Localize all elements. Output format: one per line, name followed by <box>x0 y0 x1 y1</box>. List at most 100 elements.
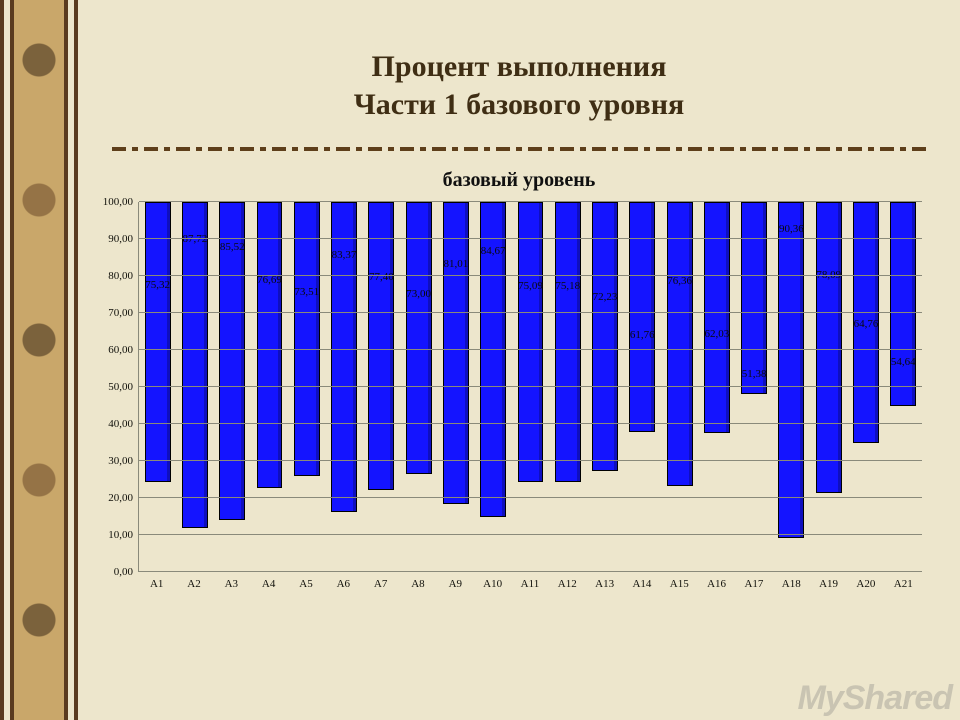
chart-bar-cell: 76,36 <box>661 202 698 572</box>
chart-x-tick-label: А3 <box>213 578 250 590</box>
chart-y-tick-label: 30,00 <box>108 455 133 467</box>
title-divider <box>112 147 926 151</box>
chart-y-tick-label: 50,00 <box>108 381 133 393</box>
chart-bar-value-label: 62,03 <box>704 328 729 340</box>
chart-bar <box>406 202 432 474</box>
chart-bar-value-label: 75,09 <box>518 280 543 292</box>
chart-y-tick-label: 40,00 <box>108 418 133 430</box>
chart-y-tick-label: 90,00 <box>108 233 133 245</box>
chart-bar-value-label: 90,36 <box>779 223 804 235</box>
chart-y-tick-label: 100,00 <box>103 196 133 208</box>
chart-bar <box>182 202 208 529</box>
chart-bar-value-label: 72,23 <box>593 291 618 303</box>
chart-bar-value-label: 73,51 <box>294 286 319 298</box>
chart-bar <box>257 202 283 488</box>
chart-bar <box>629 202 655 433</box>
chart-bar-cell: 84,67 <box>475 202 512 572</box>
chart-y-tick-label: 60,00 <box>108 344 133 356</box>
chart-bar-value-label: 81,01 <box>444 258 469 270</box>
chart-x-tick-label: А2 <box>175 578 212 590</box>
chart-bar-cell: 61,76 <box>624 202 661 572</box>
chart-gridline: 100,00 <box>139 201 922 202</box>
chart-y-tick-label: 20,00 <box>108 492 133 504</box>
watermark: MyShared <box>798 679 953 718</box>
chart-y-tick-label: 0,00 <box>114 566 133 578</box>
chart-x-tick-label: А21 <box>885 578 922 590</box>
chart-x-tick-label: А6 <box>325 578 362 590</box>
chart: 75,32 87,72 85,52 76,69 73,51 83,37 77,40 73,00… <box>138 202 922 590</box>
chart-x-tick-label: А7 <box>362 578 399 590</box>
chart-bar-value-label: 76,69 <box>257 274 282 286</box>
chart-y-tick-label: 70,00 <box>108 307 133 319</box>
chart-gridline: 80,00 <box>139 275 922 276</box>
chart-gridline: 60,00 <box>139 349 922 350</box>
chart-bar <box>778 202 804 538</box>
chart-bar-cell: 75,18 <box>549 202 586 572</box>
chart-bar-cell: 78,09 <box>810 202 847 572</box>
chart-bar-value-label: 75,18 <box>555 280 580 292</box>
chart-bar <box>518 202 544 482</box>
chart-x-tick-label: А9 <box>437 578 474 590</box>
chart-bar-cell: 77,40 <box>363 202 400 572</box>
chart-bar <box>368 202 394 490</box>
chart-bar-cell: 76,69 <box>251 202 288 572</box>
chart-bar-cell: 87,72 <box>176 202 213 572</box>
chart-bar-cell: 64,76 <box>847 202 884 572</box>
chart-gridline: 30,00 <box>139 460 922 461</box>
slide-title: Процент выполнения Части 1 базового уров… <box>112 48 926 125</box>
title-line-2: Части 1 базового уровня <box>354 88 685 121</box>
chart-plot-area: 75,32 87,72 85,52 76,69 73,51 83,37 77,40 73,00… <box>138 202 922 572</box>
chart-bar-value-label: 51,38 <box>742 368 767 380</box>
chart-bar-cell: 85,52 <box>214 202 251 572</box>
chart-bar-cell: 73,51 <box>288 202 325 572</box>
chart-x-tick-label: А5 <box>287 578 324 590</box>
chart-gridline: 10,00 <box>139 534 922 535</box>
chart-bar-value-label: 64,76 <box>854 318 879 330</box>
chart-x-tick-label: А8 <box>399 578 436 590</box>
chart-subtitle: базовый уровень <box>112 169 926 192</box>
slide: Процент выполнения Части 1 базового уров… <box>78 0 960 720</box>
chart-bar-value-label: 75,32 <box>145 279 170 291</box>
chart-bar-value-label: 84,67 <box>481 245 506 257</box>
chart-bar-value-label: 54,64 <box>891 356 916 368</box>
chart-bar <box>741 202 767 394</box>
chart-x-labels: А1А2А3А4А5А6А7А8А9А10А11А12А13А14А15А16А… <box>138 578 922 590</box>
chart-x-tick-label: А15 <box>661 578 698 590</box>
chart-bar-value-label: 61,76 <box>630 329 655 341</box>
chart-bar-cell: 62,03 <box>698 202 735 572</box>
chart-x-tick-label: А19 <box>810 578 847 590</box>
chart-y-tick-label: 10,00 <box>108 529 133 541</box>
chart-bar-cell: 51,38 <box>736 202 773 572</box>
chart-x-tick-label: А11 <box>511 578 548 590</box>
chart-x-tick-label: А14 <box>623 578 660 590</box>
chart-bar-cell: 75,32 <box>139 202 176 572</box>
chart-bar <box>555 202 581 482</box>
chart-bars: 75,32 87,72 85,52 76,69 73,51 83,37 77,40 73,00… <box>139 202 922 572</box>
chart-gridline: 0,00 <box>139 571 922 572</box>
chart-bar-cell: 90,36 <box>773 202 810 572</box>
chart-bar-value-label: 83,37 <box>332 249 357 261</box>
chart-gridline: 70,00 <box>139 312 922 313</box>
chart-gridline: 50,00 <box>139 386 922 387</box>
chart-x-tick-label: А13 <box>586 578 623 590</box>
title-line-1: Процент выполнения <box>372 50 667 83</box>
chart-bar-cell: 75,09 <box>512 202 549 572</box>
chart-x-tick-label: А1 <box>138 578 175 590</box>
chart-x-tick-label: А4 <box>250 578 287 590</box>
chart-bar-value-label: 77,40 <box>369 271 394 283</box>
chart-x-tick-label: А10 <box>474 578 511 590</box>
chart-bar-value-label: 76,36 <box>667 275 692 287</box>
chart-bar <box>816 202 842 493</box>
chart-gridline: 90,00 <box>139 238 922 239</box>
chart-bar-cell: 81,01 <box>437 202 474 572</box>
decorative-left-ribbon <box>0 0 78 720</box>
chart-x-tick-label: А20 <box>847 578 884 590</box>
chart-y-tick-label: 80,00 <box>108 270 133 282</box>
chart-gridline: 40,00 <box>139 423 922 424</box>
chart-bar <box>145 202 171 483</box>
chart-x-tick-label: А18 <box>773 578 810 590</box>
chart-bar <box>443 202 469 504</box>
chart-bar-value-label: 85,52 <box>220 241 245 253</box>
chart-bar <box>667 202 693 487</box>
chart-bar-value-label: 73,00 <box>406 288 431 300</box>
